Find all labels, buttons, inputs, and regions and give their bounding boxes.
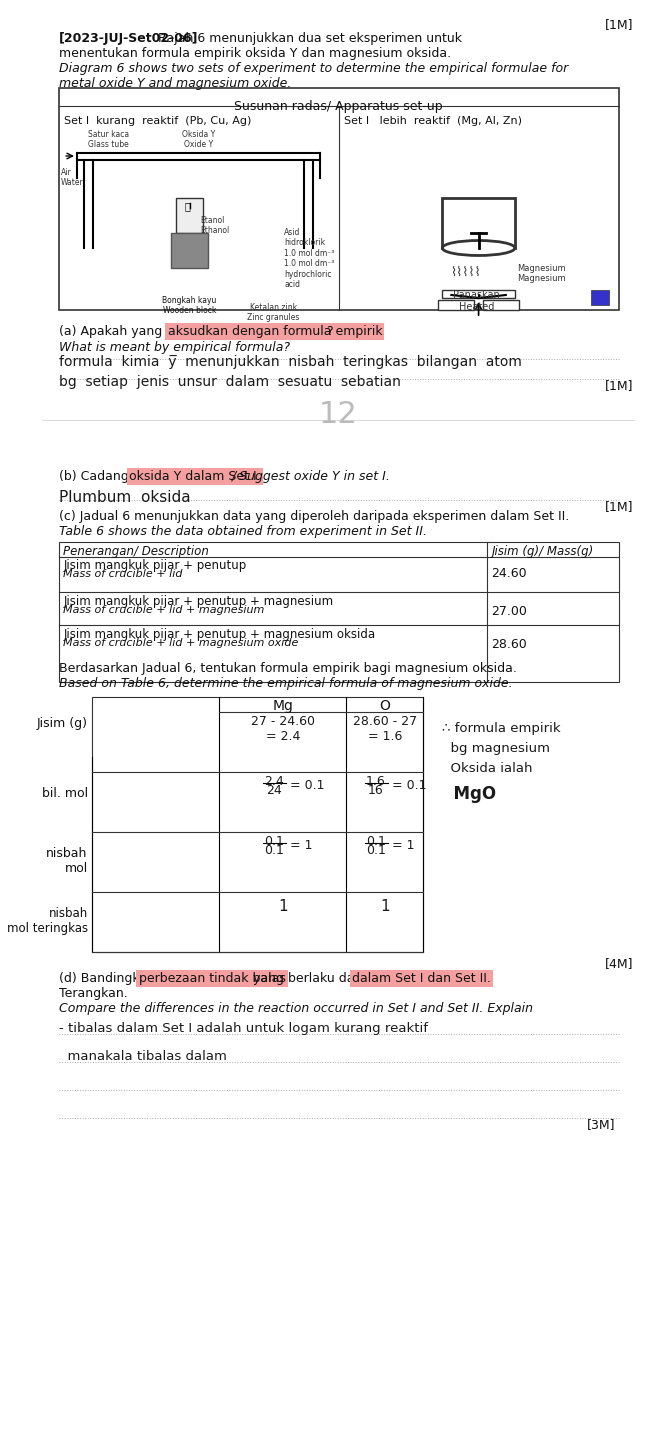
Text: Compare the differences in the reaction occurred in Set I and Set II. Explain: Compare the differences in the reaction … — [59, 1002, 533, 1015]
Text: - tibalas dalam Set I adalah untuk logam kurang reaktif: - tibalas dalam Set I adalah untuk logam… — [59, 1022, 428, 1035]
Text: Etanol
Ethanol: Etanol Ethanol — [200, 217, 230, 236]
Text: (a) Apakah yang dim: (a) Apakah yang dim — [59, 326, 189, 337]
Text: Jisim mangkuk pijar + penutup + magnesium: Jisim mangkuk pijar + penutup + magnesiu… — [63, 595, 334, 608]
Text: ∴ formula empirik: ∴ formula empirik — [441, 723, 560, 736]
Text: [1M]: [1M] — [605, 17, 633, 31]
Text: Rajah 6 menunjukkan dua set eksperimen untuk: Rajah 6 menunjukkan dua set eksperimen u… — [153, 32, 462, 45]
Text: Ketalan zink
Zinc granules: Ketalan zink Zinc granules — [247, 302, 300, 323]
Text: (b) Cadangkan: (b) Cadangkan — [59, 470, 155, 483]
Text: manakala tibalas dalam: manakala tibalas dalam — [59, 1050, 227, 1063]
Text: Satur kaca
Glass tube: Satur kaca Glass tube — [88, 129, 129, 150]
Bar — [92, 696, 423, 952]
Text: menentukan formula empirik oksida Y dan magnesium oksida.: menentukan formula empirik oksida Y dan … — [59, 47, 451, 60]
Text: ?: ? — [326, 326, 333, 337]
Text: = 1: = 1 — [392, 839, 415, 852]
Text: 27 - 24.60
= 2.4: 27 - 24.60 = 2.4 — [251, 715, 315, 743]
Bar — [442, 198, 515, 249]
Text: Mass of crucible + lid + magnesium oxide: Mass of crucible + lid + magnesium oxide — [63, 638, 298, 648]
Text: Penerangan/ Description: Penerangan/ Description — [63, 545, 209, 558]
Text: Oksida Y
Oxide Y: Oksida Y Oxide Y — [182, 129, 215, 150]
Text: Susunan radas/ Apparatus set-up: Susunan radas/ Apparatus set-up — [234, 100, 443, 113]
Text: 🔥: 🔥 — [185, 201, 191, 211]
Text: nisbah
mol: nisbah mol — [46, 848, 88, 875]
Text: [3M]: [3M] — [587, 1118, 615, 1131]
Text: Plumbum  oksida: Plumbum oksida — [59, 490, 190, 505]
Text: 12: 12 — [319, 400, 358, 429]
Text: metal oxide Y and magnesium oxide.: metal oxide Y and magnesium oxide. — [59, 77, 291, 90]
Bar — [172, 233, 208, 268]
Text: = 1: = 1 — [290, 839, 313, 852]
Text: Based on Table 6, determine the empirical formula of magnesium oxide.: Based on Table 6, determine the empirica… — [59, 678, 513, 691]
Text: bil. mol: bil. mol — [42, 787, 88, 800]
Bar — [438, 300, 474, 310]
Text: Diagram 6 shows two sets of experiment to determine the empirical formulae for: Diagram 6 shows two sets of experiment t… — [59, 63, 568, 76]
Text: (d) Bandingkan: (d) Bandingkan — [59, 973, 159, 984]
Text: Table 6 shows the data obtained from experiment in Set II.: Table 6 shows the data obtained from exp… — [59, 525, 426, 538]
Text: 2.4: 2.4 — [264, 775, 283, 788]
Bar — [176, 198, 203, 233]
Text: Jisim mangkuk pijar + penutup + magnesium oksida: Jisim mangkuk pijar + penutup + magnesiu… — [63, 628, 375, 641]
Ellipse shape — [442, 240, 515, 256]
Text: / Suggest oxide Y in set I.: / Suggest oxide Y in set I. — [232, 470, 391, 483]
Text: 28.60 - 27
= 1.6: 28.60 - 27 = 1.6 — [353, 715, 417, 743]
Text: [1M]: [1M] — [605, 379, 633, 393]
Bar — [442, 289, 515, 298]
Text: oksida Y dalam Set I.: oksida Y dalam Set I. — [129, 470, 261, 483]
Text: 1: 1 — [380, 899, 390, 915]
Text: Mass of crucible + lid + magnesium: Mass of crucible + lid + magnesium — [63, 605, 264, 615]
Text: yang berlaku dalam: yang berlaku dalam — [249, 973, 382, 984]
Text: Magnesium
Magnesium: Magnesium Magnesium — [517, 265, 565, 284]
Text: Jisim mangkuk pijar + penutup: Jisim mangkuk pijar + penutup — [63, 558, 246, 571]
Text: 0.1: 0.1 — [366, 843, 386, 856]
Text: perbezaan tindak balas: perbezaan tindak balas — [138, 973, 285, 984]
Text: Jisim (g): Jisim (g) — [37, 717, 88, 730]
Text: = 0.1: = 0.1 — [290, 779, 325, 792]
Text: = 0.1: = 0.1 — [392, 779, 426, 792]
Text: dalam Set I dan Set II.: dalam Set I dan Set II. — [352, 973, 490, 984]
Text: Jisim (g)/ Mass(g): Jisim (g)/ Mass(g) — [492, 545, 594, 558]
Text: Terangkan.: Terangkan. — [59, 987, 127, 1000]
Text: [1M]: [1M] — [605, 500, 633, 513]
Text: 27.00: 27.00 — [492, 605, 528, 618]
Text: [2023-JUJ-Set02-06]: [2023-JUJ-Set02-06] — [59, 32, 199, 45]
Text: Berdasarkan Jadual 6, tentukan formula empirik bagi magnesium oksida.: Berdasarkan Jadual 6, tentukan formula e… — [59, 662, 517, 675]
Text: Set I   lebih  reaktif  (Mg, Al, Zn): Set I lebih reaktif (Mg, Al, Zn) — [344, 116, 522, 126]
Text: Panaskan
Heated: Panaskan Heated — [453, 289, 500, 311]
Text: O: O — [379, 699, 390, 712]
Text: 0.1: 0.1 — [366, 835, 386, 848]
Text: Asid
hidroklorik
1.0 mol dm⁻³
1.0 mol dm⁻³
hydrochloric
acid: Asid hidroklorik 1.0 mol dm⁻³ 1.0 mol dm… — [284, 228, 334, 289]
Text: (c) Jadual 6 menunjukkan data yang diperoleh daripada eksperimen dalam Set II.: (c) Jadual 6 menunjukkan data yang diper… — [59, 510, 569, 523]
Text: Oksida ialah: Oksida ialah — [441, 762, 532, 775]
Text: ⌇⌇⌇⌇⌇: ⌇⌇⌇⌇⌇ — [450, 266, 481, 279]
Bar — [59, 542, 618, 682]
Text: Air
Water: Air Water — [61, 169, 84, 188]
Text: 24.60: 24.60 — [492, 567, 527, 580]
Text: 24: 24 — [266, 784, 281, 797]
Text: 1.6: 1.6 — [366, 775, 386, 788]
Text: What is meant by empirical formula?: What is meant by empirical formula? — [59, 342, 290, 353]
Bar — [483, 300, 519, 310]
Bar — [592, 289, 609, 305]
Text: 1: 1 — [278, 899, 287, 915]
Text: bg  setiap  jenis  unsur  dalam  sesuatu  sebatian: bg setiap jenis unsur dalam sesuatu seba… — [59, 375, 400, 390]
Text: 0.1: 0.1 — [264, 843, 283, 856]
Text: MgO: MgO — [441, 785, 496, 803]
Text: bg magnesium: bg magnesium — [441, 742, 550, 755]
Text: Bongkah kayu
Wooden block: Bongkah kayu Wooden block — [163, 297, 217, 316]
Text: formula  kimia  y̅  menunjukkan  nisbah  teringkas  bilangan  atom: formula kimia y̅ menunjukkan nisbah teri… — [59, 355, 522, 369]
Text: 28.60: 28.60 — [492, 638, 527, 651]
Text: nisbah
mol teringkas: nisbah mol teringkas — [7, 907, 88, 935]
Text: Set I  kurang  reaktif  (Pb, Cu, Ag): Set I kurang reaktif (Pb, Cu, Ag) — [64, 116, 251, 126]
Text: aksudkan dengan formula empirik: aksudkan dengan formula empirik — [168, 326, 382, 337]
Text: Mg: Mg — [272, 699, 293, 712]
Text: Mass of crucible + lid: Mass of crucible + lid — [63, 569, 183, 579]
Text: [4M]: [4M] — [605, 957, 633, 970]
Text: 16: 16 — [368, 784, 384, 797]
Text: 0.1: 0.1 — [264, 835, 283, 848]
Bar — [59, 89, 618, 310]
